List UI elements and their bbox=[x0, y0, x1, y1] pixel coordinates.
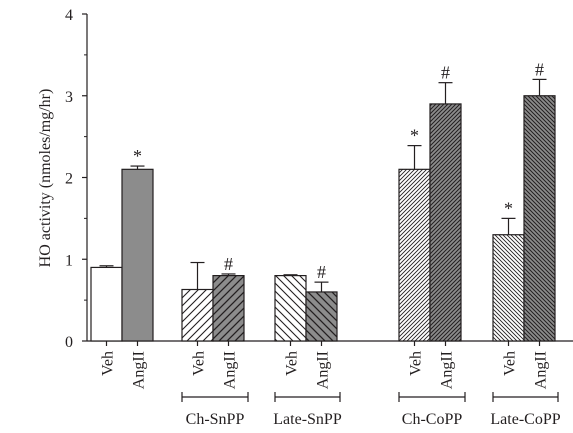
x-category-label: Veh bbox=[284, 351, 301, 376]
group-label: Late-CoPP bbox=[490, 411, 560, 428]
group-label: Late-SnPP bbox=[273, 411, 342, 428]
x-category-label: AngII bbox=[533, 351, 550, 389]
bar bbox=[523, 95, 556, 342]
x-category-label: AngII bbox=[131, 351, 148, 389]
bar bbox=[398, 168, 431, 342]
bar bbox=[181, 288, 214, 342]
x-category-label: AngII bbox=[439, 351, 456, 389]
bar bbox=[212, 275, 245, 342]
significance-hash: # bbox=[224, 254, 233, 274]
y-tick-label: 3 bbox=[65, 89, 73, 106]
significance-asterisk: * bbox=[133, 146, 142, 166]
x-category-label: Veh bbox=[502, 351, 519, 376]
bar bbox=[492, 234, 525, 342]
y-tick-label: 1 bbox=[65, 252, 73, 269]
x-category-label: Veh bbox=[100, 351, 117, 376]
significance-hash: # bbox=[317, 262, 326, 282]
y-axis-label: HO activity (nmoles/mg/hr) bbox=[37, 89, 54, 268]
y-tick-label: 2 bbox=[65, 171, 73, 188]
y-tick-label: 0 bbox=[65, 334, 73, 351]
bar bbox=[90, 266, 123, 342]
x-category-label: Veh bbox=[191, 351, 208, 376]
x-category-label: AngII bbox=[222, 351, 239, 389]
y-tick-label: 4 bbox=[65, 7, 73, 24]
group-label: Ch-SnPP bbox=[186, 411, 245, 428]
bars: * # # * # * # bbox=[90, 59, 556, 342]
significance-asterisk: * bbox=[504, 198, 513, 218]
x-axis-labels: Veh AngII Veh AngII Ch-SnPP Veh AngII Late-SnPP… bbox=[100, 351, 561, 428]
x-category-label: Veh bbox=[408, 351, 425, 376]
x-category-label: AngII bbox=[315, 351, 332, 389]
significance-hash: # bbox=[535, 59, 544, 79]
significance-hash: # bbox=[441, 63, 450, 83]
bar bbox=[429, 103, 462, 342]
bar bbox=[305, 291, 338, 342]
significance-asterisk: * bbox=[410, 126, 419, 146]
group-label: Ch-CoPP bbox=[402, 411, 463, 428]
bar bbox=[121, 168, 154, 342]
axes: 0 1 2 3 4 bbox=[65, 7, 573, 351]
bar bbox=[274, 275, 307, 342]
